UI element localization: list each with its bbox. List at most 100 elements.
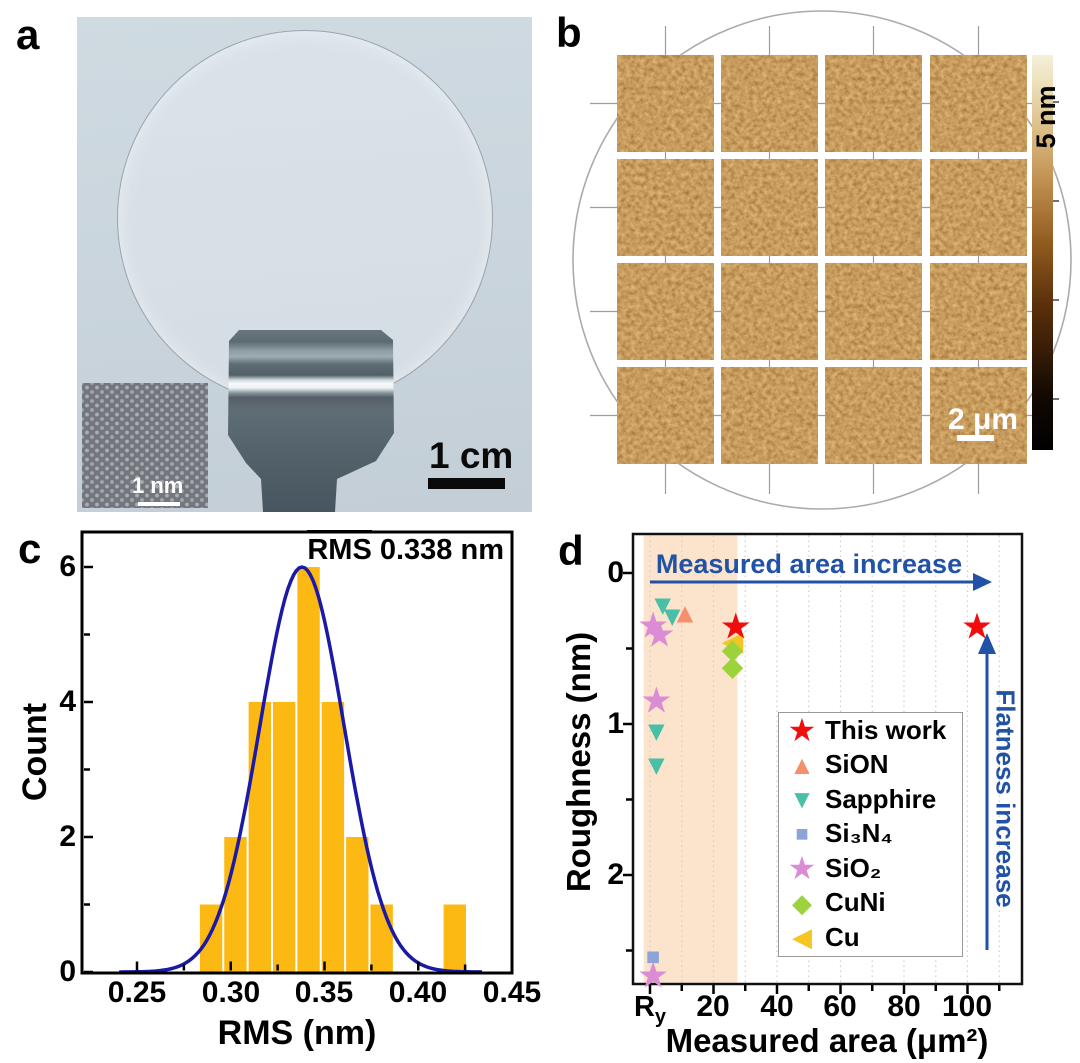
c-ytick-6: 6 <box>59 550 76 583</box>
legend-marker-star-pink: ★ <box>787 850 817 887</box>
scatter-point-sio₂: ★ <box>637 954 670 996</box>
d-xtick-40: 40 <box>760 990 794 1023</box>
histogram-bar <box>321 702 345 972</box>
histogram-bars <box>199 567 466 972</box>
height-colorbar <box>1032 55 1053 450</box>
up-arrowhead <box>978 633 996 654</box>
afm-scale-label: 2 μm <box>948 403 1019 436</box>
afm-tile <box>930 367 1027 464</box>
c-xtick-045: 0.45 <box>482 976 542 1009</box>
legend-label: SiON <box>825 749 889 780</box>
histogram-bar <box>248 702 271 972</box>
histogram-bar <box>297 567 320 972</box>
scatter-point-sapphire: ▼ <box>648 589 677 621</box>
afm-tile <box>617 159 714 256</box>
histogram-bar <box>224 837 247 972</box>
right-arrowhead <box>973 573 992 591</box>
photo-scale-label: 1 cm <box>429 435 514 476</box>
histogram-bar <box>370 904 393 972</box>
mean-rms-annotation: RMS 0.338 nm <box>240 530 504 567</box>
rms-value-text: 0.338 nm <box>371 534 504 566</box>
legend-item-sion: ▲ SiON <box>779 748 962 783</box>
histogram-graphic <box>80 530 514 975</box>
legend-item-sapphire: ▼ Sapphire <box>779 782 962 817</box>
wafer-outline-circle <box>572 10 1072 510</box>
d-ytick-2: 2 <box>607 858 624 891</box>
legend-label: Cu <box>825 921 860 952</box>
histogram-bar <box>443 904 466 972</box>
afm-tile <box>825 263 922 360</box>
panel-label-b: b <box>556 9 582 56</box>
legend-marker-square: ■ <box>795 820 809 846</box>
afm-tile <box>721 367 818 464</box>
flatness-increase-text: Flatness increase <box>990 689 1021 908</box>
afm-tile <box>721 159 818 256</box>
d-axis-ticks <box>623 571 1001 994</box>
inset-scale-label: 1 nm <box>132 473 184 498</box>
roughness-scatter-panel: ■ ▼ ▼ ▼ ▼ ▲ ★ ★ ★ ★ ◀ ◆ ◆ ★ ★ Measured area increase F… <box>540 520 1080 1063</box>
scatter-point-this-work: ★ <box>960 605 994 647</box>
afm-tile <box>825 367 922 464</box>
scatter-point-cuni: ◆ <box>721 650 744 682</box>
legend-marker-triangle-left: ◀ <box>792 922 812 953</box>
c-plot-frame <box>80 530 514 975</box>
afm-map-graphic <box>572 10 1072 510</box>
scatter-points-layer: ■ ▼ ▼ ▼ ▼ ▲ ★ ★ ★ ★ ◀ ◆ ◆ ★ ★ <box>540 520 1080 1063</box>
legend-marker-triangle-down: ▼ <box>789 784 815 815</box>
d-plot-frame <box>631 532 1024 986</box>
legend-box: ★ This work ▲ SiON ▼ Sapphire ■ Si₃N₄ ★ SiO₂ … <box>778 712 963 957</box>
afm-tiles <box>617 55 1027 464</box>
afm-tile <box>721 55 818 152</box>
d-xtick-20: 20 <box>696 990 730 1023</box>
scatter-point-sion: ▲ <box>671 597 699 629</box>
afm-tile <box>930 55 1027 152</box>
scatter-point-sapphire: ▼ <box>642 749 671 781</box>
legend-marker-triangle-up: ▲ <box>789 749 815 780</box>
afm-scale-bar <box>957 435 994 441</box>
scatter-point-sio₂: ★ <box>637 604 670 646</box>
c-xtick-040: 0.40 <box>388 976 448 1009</box>
scatter-point-this-work: ★ <box>719 605 752 647</box>
c-ytick-2: 2 <box>59 820 76 853</box>
histogram-bar <box>346 837 369 972</box>
legend-label: Sapphire <box>825 783 937 814</box>
rms-overline-text: RMS <box>307 530 372 566</box>
afm-tile <box>825 55 922 152</box>
rms-histogram-panel: 0 2 4 6 0.25 0.30 0.35 0.40 0.45 Count R… <box>0 520 541 1063</box>
scatter-graphic <box>623 532 1024 994</box>
d-ytick-0: 0 <box>607 556 624 589</box>
highlight-band <box>643 535 738 983</box>
atomic-lattice-inset: 1 nm <box>82 383 208 508</box>
c-axis-ticks <box>84 565 514 974</box>
scatter-point-sio₂: ★ <box>640 679 673 721</box>
colorbar-ticks <box>1053 101 1059 400</box>
gaussian-fit-curve <box>119 565 483 972</box>
panel-label-d: d <box>558 527 584 574</box>
afm-tile <box>930 159 1027 256</box>
afm-tile <box>617 367 714 464</box>
legend-label: Si₃N₄ <box>825 818 893 849</box>
scatter-point-sapphire: ▼ <box>642 714 671 746</box>
scatter-point-cu: ◀ <box>721 625 744 657</box>
measured-area-increase-text: Measured area increase <box>655 549 963 579</box>
afm-map-panel: 5 nm 2 μm <box>540 0 1080 520</box>
legend-marker-star-red: ★ <box>787 712 817 749</box>
afm-tile <box>930 263 1027 360</box>
scatter-point-si₃n₄: ■ <box>645 943 661 971</box>
d-xtick-ry: Ry <box>633 991 667 1028</box>
c-xtick-035: 0.35 <box>294 976 354 1009</box>
d-xtick-80: 80 <box>887 990 921 1023</box>
scatter-point-sapphire: ▼ <box>658 600 687 632</box>
panel-label-c: c <box>18 525 42 572</box>
scatter-point-sio₂: ★ <box>643 613 676 655</box>
legend-item-this-work: ★ This work <box>779 713 962 748</box>
legend-item-cuni: ◆ CuNi <box>779 886 962 921</box>
legend-label: This work <box>825 714 947 745</box>
legend-item-cu: ◀ Cu <box>779 920 962 955</box>
afm-tile <box>617 263 714 360</box>
c-xlabel: RMS (nm) <box>217 1014 377 1052</box>
d-ylabel: Roughness (nm) <box>560 631 597 893</box>
wafer-photograph: 1 nm 1 cm <box>77 17 532 512</box>
inset-scale-bar <box>138 502 180 506</box>
legend-marker-diamond: ◆ <box>792 887 812 918</box>
